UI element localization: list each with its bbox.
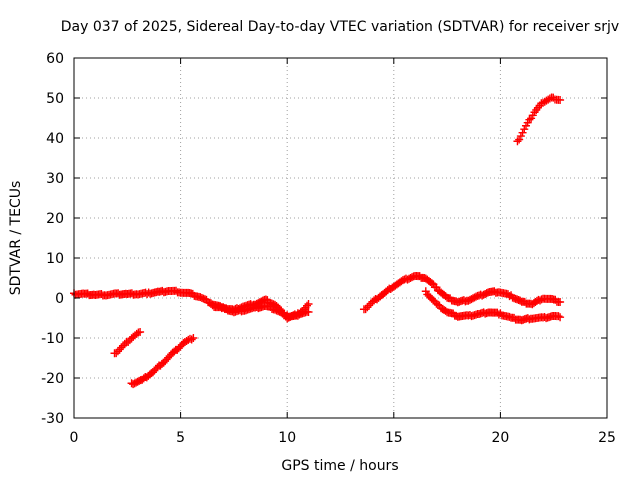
data-point	[113, 347, 122, 356]
x-tick-label: 5	[176, 430, 185, 446]
grid	[74, 58, 607, 418]
x-axis-label: GPS time / hours	[281, 458, 398, 474]
data-point	[518, 128, 527, 137]
chart-title: Day 037 of 2025, Sidereal Day-to-day VTE…	[61, 19, 619, 35]
plot-frame	[73, 57, 608, 419]
data-point	[363, 303, 372, 312]
series-track-main-morning-b	[208, 300, 313, 321]
y-tick-label: 30	[46, 171, 64, 187]
series-track-afternoon-rise	[359, 272, 565, 314]
data-point	[136, 328, 145, 336]
data-point	[132, 329, 141, 338]
y-tick-label: -30	[41, 411, 64, 427]
data-point	[302, 301, 311, 310]
series-track-low-b	[127, 334, 198, 389]
x-tick-label: 20	[491, 430, 509, 446]
data-point	[112, 349, 121, 358]
data-point	[515, 135, 524, 144]
x-tick-label: 10	[278, 430, 296, 446]
data-point	[545, 94, 554, 103]
y-tick-label: -10	[41, 331, 64, 347]
y-tick-label: 50	[46, 91, 64, 107]
data-point	[427, 279, 436, 288]
y-tick-label: -20	[41, 371, 64, 387]
series-track-afternoon-lower	[421, 287, 565, 325]
data-point	[520, 125, 529, 134]
data-point	[525, 115, 534, 124]
data-point	[117, 343, 126, 352]
x-tick-label: 0	[70, 430, 79, 446]
series-layer	[70, 93, 565, 389]
data-point	[115, 345, 124, 354]
data-point	[361, 305, 370, 314]
data-point	[187, 335, 196, 344]
data-point	[189, 334, 198, 342]
data-point	[556, 313, 565, 322]
y-tick-label: 40	[46, 131, 64, 147]
series-track-evening-high	[513, 93, 565, 146]
y-tick-label: 0	[55, 291, 64, 307]
ticks: 0 5 10 15 20 25 -30 -20 -10 0 10 20 30 40 50 60	[41, 51, 616, 446]
data-point	[304, 300, 313, 308]
x-tick-label: 15	[385, 430, 403, 446]
y-tick-label: 60	[46, 51, 64, 67]
y-tick-label: 10	[46, 251, 64, 267]
data-point	[556, 96, 565, 104]
series-track-main-morning	[70, 286, 313, 323]
data-point	[120, 339, 129, 348]
y-tick-label: 20	[46, 211, 64, 227]
data-point	[516, 132, 525, 141]
series-track-low-a	[110, 328, 145, 358]
data-point	[513, 137, 522, 146]
data-point	[556, 298, 565, 306]
data-point	[365, 301, 374, 310]
data-point	[554, 312, 563, 321]
y-axis-label: SDTVAR / TECUs	[8, 181, 24, 296]
data-point	[124, 337, 133, 346]
data-point	[119, 341, 128, 350]
x-tick-label: 25	[598, 430, 616, 446]
